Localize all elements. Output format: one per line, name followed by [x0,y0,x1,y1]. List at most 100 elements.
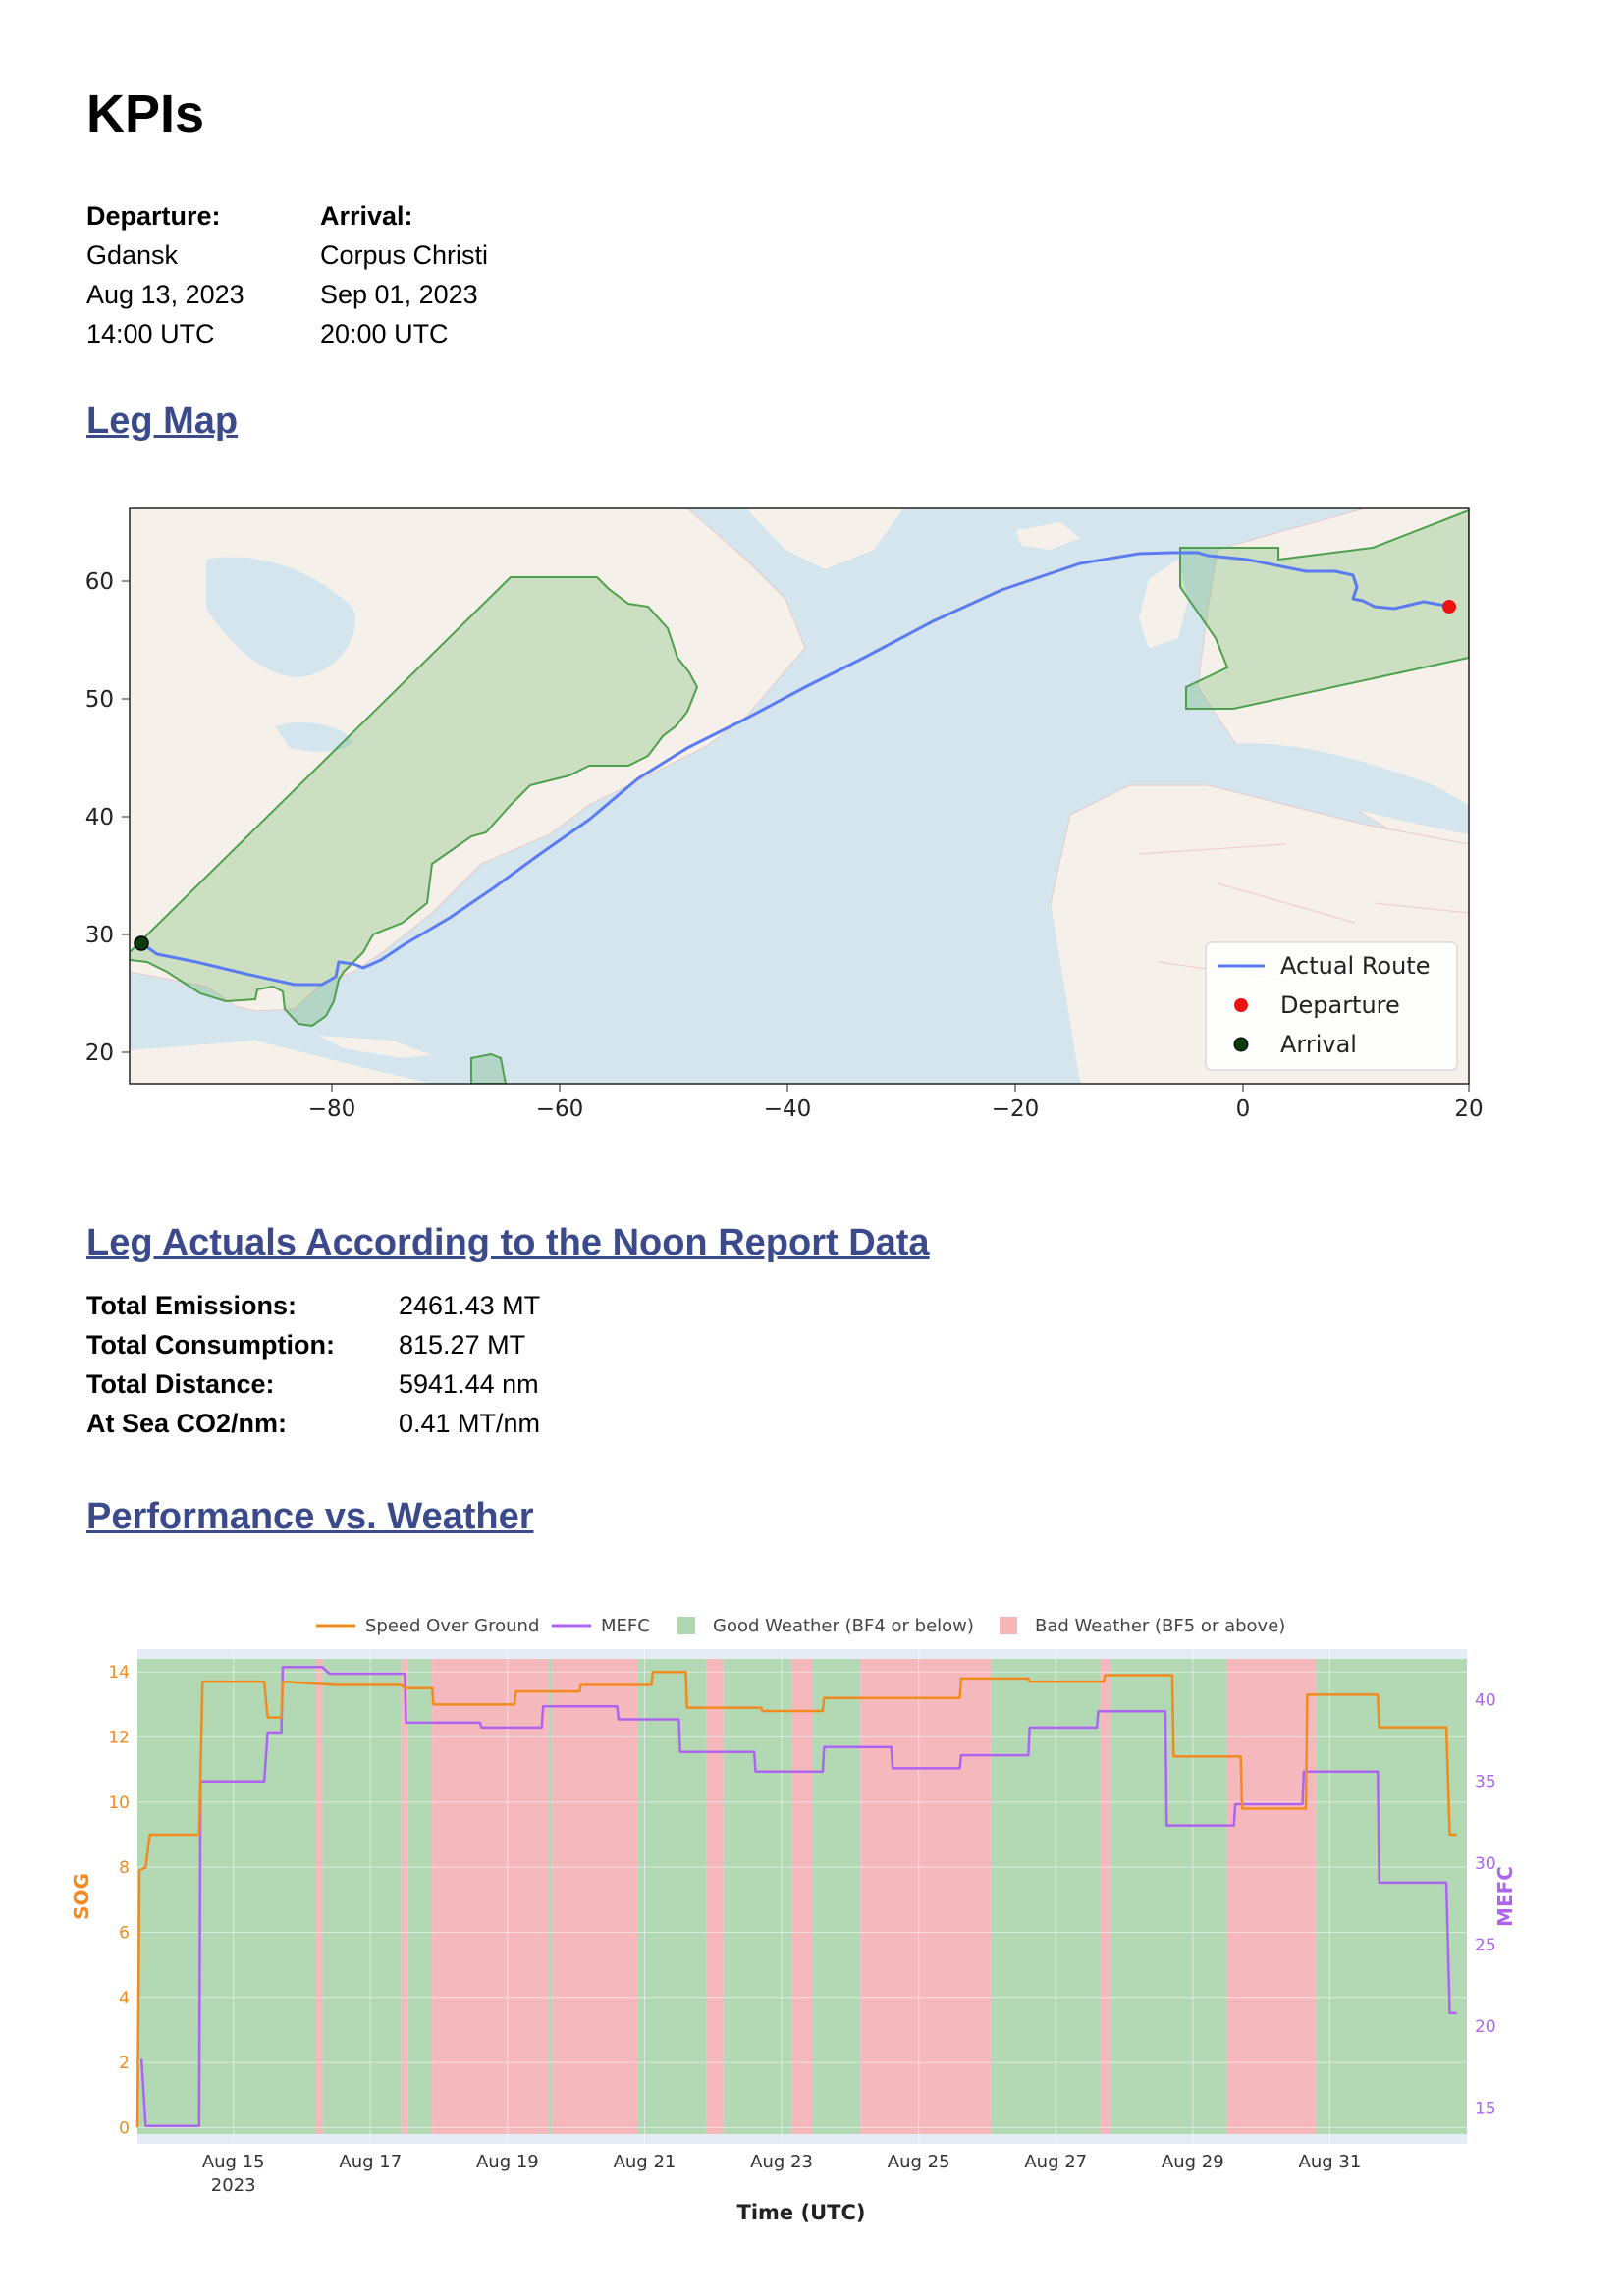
arrival-date: Sep 01, 2023 [320,280,478,309]
leg-map-heading: Leg Map [86,400,239,442]
mefc-tick-label: 15 [1475,2099,1496,2118]
sog-axis-title: SOG [70,1873,93,1920]
legend-bad-swatch [1000,1617,1017,1634]
sog-series [135,1670,1457,2128]
sog-tick-label: 10 [108,1793,130,1813]
sog-tick-label: 6 [119,1923,130,1943]
legend-arrival-label: Arrival [1280,1031,1357,1058]
kpi-label: Total Distance: [86,1369,275,1399]
map-x-tick: −60 [536,1096,584,1122]
good-weather-band [137,1659,316,2134]
uk-land [1139,560,1188,648]
x-tick-label: Aug 17 [339,2152,402,2172]
page-title: KPIs [86,84,205,143]
x-tick-label: Aug 15 [202,2152,265,2172]
good-weather-band [812,1659,861,2134]
legend-mefc-label: MEFC [601,1616,650,1636]
performance-chart: Speed Over Ground MEFC Good Weather (BF4… [70,1616,1517,2224]
map-x-tick: −20 [992,1096,1040,1122]
departure-block: Departure: Gdansk Aug 13, 2023 14:00 UTC [86,196,244,353]
bad-weather-band [432,1659,549,2134]
map-x-axis: −80 −60 −40 −20 0 20 [308,1084,1484,1122]
map-x-tick: −80 [308,1096,356,1122]
sog-tick-label: 12 [108,1729,130,1748]
mefc-tick-label: 30 [1475,1854,1496,1874]
legend-route-label: Actual Route [1280,952,1430,980]
mefc-line [139,1666,1457,2127]
good-weather-band [1110,1659,1227,2134]
sog-tick-label: 8 [119,1858,130,1878]
bad-weather-band [1226,1659,1317,2134]
hudson-bay-water [206,557,355,677]
iceland-land [1016,522,1080,550]
kpi-label: At Sea CO2/nm: [86,1409,288,1438]
departure-port: Gdansk [86,240,179,270]
departure-time: 14:00 UTC [86,319,215,348]
good-weather-band [723,1659,792,2134]
departure-marker [1442,600,1456,614]
legend-bad-label: Bad Weather (BF5 or above) [1035,1616,1285,1636]
map-x-tick: 20 [1454,1096,1483,1122]
legend-departure-label: Departure [1280,991,1400,1019]
bad-weather-band [706,1659,724,2134]
mefc-tick-label: 25 [1475,1936,1496,1955]
kpi-value: 815.27 MT [399,1330,526,1360]
map-frame [129,507,1470,1085]
map-y-tick: 20 [85,1041,114,1066]
performance-heading: Performance vs. Weather [86,1496,534,1537]
weather-bands [137,1659,1467,2134]
legend-good-swatch [677,1617,695,1634]
bad-weather-band [401,1659,408,2134]
map-x-tick: 0 [1236,1096,1251,1122]
mediterranean-water [1218,743,1469,834]
x-tick-label: Aug 27 [1024,2152,1087,2172]
mefc-tick-label: 40 [1475,1691,1496,1711]
legend-arrival-swatch [1233,1037,1249,1052]
legend-departure-swatch [1234,998,1248,1012]
sog-line [135,1670,1457,2128]
legend-sog-label: Speed Over Ground [365,1616,539,1636]
mefc-tick-label: 20 [1475,2017,1496,2037]
map-y-tick: 60 [85,569,114,595]
arrival-label: Arrival: [320,201,413,231]
x-tick-label: Aug 21 [614,2152,677,2172]
good-weather-band [990,1659,1101,2134]
x-year-label: 2023 [211,2175,256,2196]
actual-route-line [139,551,1453,987]
departure-label: Departure: [86,201,221,231]
arrival-block: Arrival: Corpus Christi Sep 01, 2023 20:… [320,196,488,353]
departure-date: Aug 13, 2023 [86,280,244,309]
arrival-port: Corpus Christi [320,240,489,270]
canary-water [1031,903,1080,1084]
cuba-land [319,1036,432,1058]
good-weather-band [1316,1659,1467,2134]
kpi-label: Total Emissions: [86,1291,298,1320]
legend-good-label: Good Weather (BF4 or below) [713,1616,974,1636]
x-tick-label: Aug 19 [476,2152,539,2172]
x-tick-label: Aug 25 [888,2152,950,2172]
x-tick-label: Aug 29 [1162,2152,1224,2172]
mefc-axis-title: MEFC [1493,1866,1517,1927]
greenland-land [746,508,903,569]
great-lakes-water [275,721,353,752]
kpi-label: Total Consumption: [86,1330,335,1360]
x-axis-title: Time (UTC) [737,2201,866,2224]
eca-zone-puerto-rico [470,1052,508,1084]
map-y-tick: 30 [85,923,114,948]
leg-map: −80 −60 −40 −20 0 20 60 50 40 30 20 Actu… [85,507,1484,1122]
arrival-time: 20:00 UTC [320,319,449,348]
x-tick-label: Aug 23 [750,2152,813,2172]
arrival-marker [134,935,149,951]
bad-weather-band [860,1659,991,2134]
good-weather-band [322,1659,402,2134]
good-weather-band [548,1659,553,2134]
bad-weather-band [1100,1659,1111,2134]
map-y-axis: 60 50 40 30 20 [85,569,130,1066]
sog-tick-label: 2 [119,2054,130,2073]
mefc-tick-label: 35 [1475,1773,1496,1792]
kpi-value: 5941.44 nm [399,1369,539,1399]
leg-actuals-heading: Leg Actuals According to the Noon Report… [86,1222,930,1263]
map-x-tick: −40 [764,1096,812,1122]
kpi-value: 0.41 MT/nm [399,1409,541,1438]
bad-weather-band [315,1659,323,2134]
